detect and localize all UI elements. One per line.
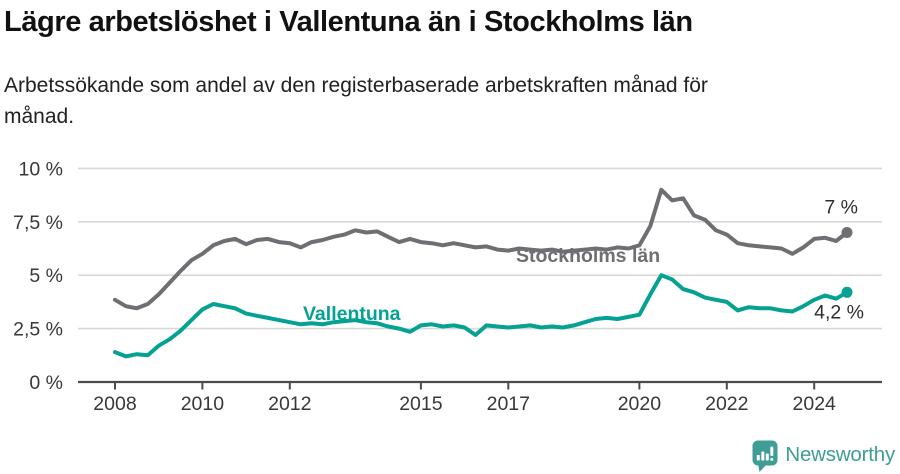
x-tick-label: 2015	[399, 393, 443, 415]
x-tick-label: 2024	[793, 393, 837, 415]
series-endpoint-dot-vallentuna	[841, 286, 853, 298]
series-line-stockholms-lan	[113, 187, 849, 311]
end-value-label-stockholms-lan: 7 %	[824, 197, 858, 219]
x-tick-label: 2010	[181, 393, 225, 415]
x-tick-label: 2012	[268, 393, 311, 415]
y-tick-label: 5 %	[29, 265, 63, 287]
y-tick-label: 7,5 %	[13, 212, 63, 234]
series-label-vallentuna: Vallentuna	[303, 303, 401, 325]
newsworthy-brand-text: Newsworthy	[785, 443, 895, 466]
series-label-stockholms-lan: Stockholms län	[516, 245, 660, 267]
newsworthy-logo-icon	[752, 440, 778, 472]
series-endpoint-dot-stockholms-lan	[841, 227, 853, 238]
chart-subtitle-line2: månad.	[4, 105, 75, 128]
unemployment-line-chart: 0 % 2,5 % 5 % 7,5 % 10 % Stockholms län 7 % Val…	[13, 158, 882, 415]
series-line-vallentuna	[113, 273, 849, 359]
x-tick-label: 2017	[487, 393, 530, 415]
chart-subtitle: Arbetssökande som andel av den registerb…	[4, 70, 708, 132]
end-value-label-vallentuna: 4,2 %	[814, 301, 864, 323]
chart-subtitle-line1: Arbetssökande som andel av den registerb…	[4, 74, 708, 97]
chart-title: Lägre arbetslöshet i Vallentuna än i Sto…	[4, 6, 693, 38]
x-tick-label: 2020	[618, 393, 662, 415]
x-tick-label: 2022	[705, 393, 748, 415]
y-tick-label: 10 %	[19, 158, 63, 180]
y-tick-label: 2,5 %	[13, 319, 63, 341]
x-tick-label: 2008	[93, 393, 136, 415]
newsworthy-logo: Newsworthy	[752, 440, 895, 473]
y-tick-label: 0 %	[29, 372, 63, 394]
